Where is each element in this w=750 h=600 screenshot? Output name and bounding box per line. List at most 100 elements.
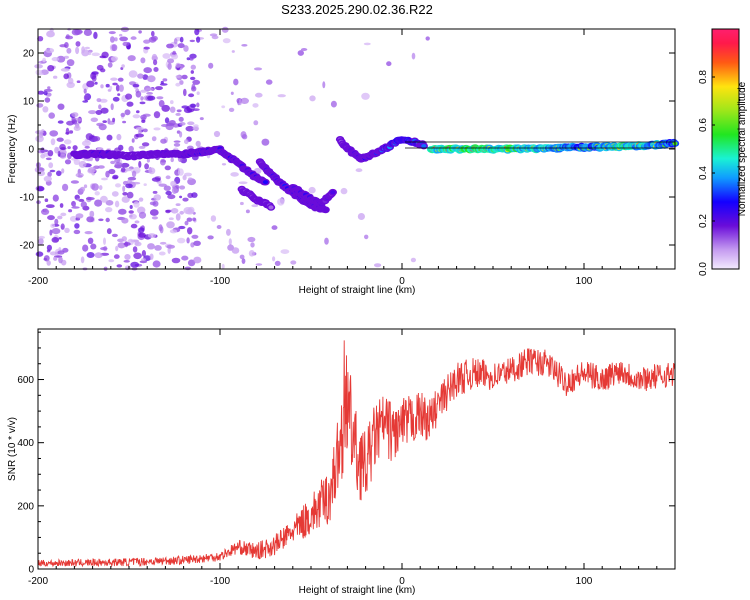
noise-blob — [182, 197, 189, 202]
spectrogram-x-ticks: -200 -100 0 100 — [28, 29, 676, 287]
noise-blob — [100, 247, 108, 251]
noise-blob — [98, 104, 102, 110]
noise-blob — [64, 42, 69, 49]
noise-blob — [94, 191, 100, 196]
noise-blob — [76, 80, 81, 83]
noise-blob — [133, 201, 140, 208]
noise-blob — [138, 160, 142, 168]
noise-blob — [124, 265, 132, 270]
noise-blob — [216, 225, 222, 229]
noise-blob — [255, 263, 263, 266]
snr-panel: -200 -100 0 100 0 200 400 600 Height of straig… — [7, 328, 676, 596]
noise-blob — [144, 163, 150, 170]
noise-blob — [86, 80, 95, 88]
noise-blob — [37, 90, 45, 95]
noise-blob — [138, 145, 146, 149]
noise-blob — [124, 109, 131, 116]
noise-blob — [143, 128, 148, 133]
noise-blob — [290, 260, 297, 265]
noise-blob — [110, 103, 114, 111]
noise-blob — [129, 205, 133, 209]
noise-blob — [138, 197, 144, 202]
noise-blob — [96, 122, 104, 127]
noise-blob — [194, 28, 200, 36]
noise-blob — [83, 88, 87, 94]
noise-blob — [73, 125, 81, 131]
noise-blob — [158, 224, 163, 232]
noise-blob — [138, 227, 145, 234]
noise-blob — [127, 176, 137, 181]
noise-blob — [91, 52, 101, 57]
colorbar: 0.0 0.2 0.4 0.6 0.8 Normalized spectral ampl… — [698, 28, 748, 276]
noise-blob — [411, 52, 416, 60]
noise-blob — [181, 74, 188, 80]
noise-blob — [71, 112, 79, 118]
noise-blob — [83, 29, 92, 36]
noise-blob — [111, 57, 117, 62]
noise-blob — [147, 75, 156, 83]
noise-blob — [173, 140, 181, 143]
noise-blob — [91, 71, 99, 75]
noise-blob — [172, 50, 176, 55]
colorbar-gradient — [712, 29, 739, 269]
noise-blob — [121, 196, 130, 203]
noise-blob — [132, 114, 141, 119]
noise-blob — [143, 183, 147, 187]
noise-blob — [60, 223, 65, 230]
noise-blob — [184, 220, 189, 226]
noise-blob — [131, 181, 141, 185]
noise-blob — [66, 47, 72, 54]
noise-blob — [65, 35, 74, 40]
y-tick-label: 0 — [28, 145, 34, 156]
noise-blob — [274, 260, 281, 266]
noise-blob — [84, 46, 91, 50]
noise-blob — [105, 207, 113, 213]
noise-blob — [44, 198, 49, 202]
noise-blob — [238, 181, 248, 185]
noise-blob — [79, 186, 85, 192]
noise-blob — [114, 37, 118, 42]
spectrogram-y-ticks: -20 -10 0 10 20 — [20, 28, 675, 270]
noise-blob — [115, 84, 120, 92]
noise-blob — [46, 30, 55, 38]
noise-blob — [154, 245, 162, 251]
noise-blob — [43, 257, 48, 261]
colorbar-tick-label: 0.6 — [698, 118, 709, 132]
noise-blob — [67, 77, 74, 85]
noise-blob — [192, 108, 200, 111]
noise-blob — [141, 142, 150, 147]
noise-blob — [58, 149, 67, 156]
noise-blob — [137, 129, 142, 134]
noise-blob — [175, 82, 181, 87]
noise-blob — [159, 83, 168, 86]
noise-blob — [106, 228, 112, 235]
noise-blob — [76, 30, 83, 34]
noise-blob — [162, 53, 171, 59]
noise-blob — [36, 103, 44, 108]
snr-frame — [37, 328, 676, 570]
noise-blob — [112, 117, 116, 123]
noise-blob — [105, 217, 110, 223]
noise-blob — [222, 38, 231, 44]
noise-blob — [239, 254, 245, 260]
noise-blob — [153, 67, 159, 72]
snr-x-label: Height of straight line (km) — [299, 585, 416, 596]
noise-blob — [186, 57, 191, 61]
noise-blob — [386, 61, 392, 67]
noise-blob — [189, 57, 194, 61]
noise-blob — [49, 130, 59, 137]
noise-blob — [175, 112, 181, 116]
noise-blob — [277, 198, 285, 206]
noise-blob — [57, 250, 65, 255]
y-tick-label: -10 — [20, 193, 35, 204]
noise-blob — [94, 81, 98, 85]
noise-blob — [57, 120, 64, 124]
noise-blob — [34, 64, 43, 69]
noise-blob — [107, 62, 113, 68]
noise-blob — [42, 106, 49, 113]
noise-blob — [176, 109, 182, 113]
y-tick-label: 10 — [23, 97, 35, 108]
spectrogram-x-label: Height of straight line (km) — [299, 285, 416, 296]
noise-blob — [89, 210, 95, 218]
noise-blob — [261, 138, 270, 146]
